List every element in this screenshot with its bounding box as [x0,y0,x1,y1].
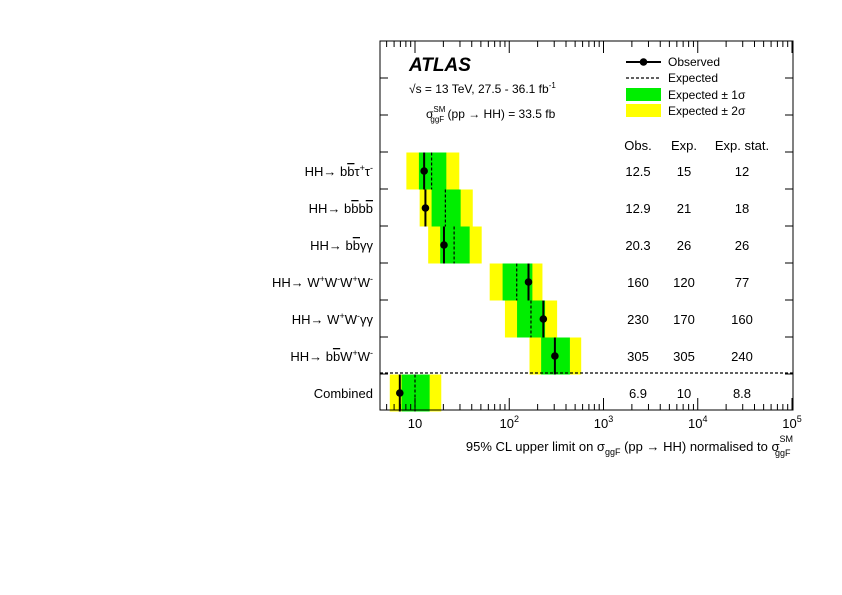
obs-value: 160 [627,275,649,290]
exp-value: 21 [677,201,691,216]
energy-lumi: √s = 13 TeV, 27.5 - 36.1 fb-1 [409,81,556,96]
table-header: Exp. stat. [715,138,769,153]
observed-marker [396,389,404,397]
legend-observed-label: Observed [668,55,720,69]
sm-cross-section: σSM ggF (pp → HH) = 33.5 fb [426,105,556,124]
exp-stat-value: 26 [735,238,749,253]
channel-label: HH→ bbbb [309,201,373,216]
obs-value: 12.9 [625,201,650,216]
exp-value: 15 [677,164,691,179]
exp-value: 120 [673,275,695,290]
channel-label: Combined [314,386,373,401]
x-tick-label: 105 [782,414,801,431]
x-tick-label: 10 [408,416,422,431]
exp-stat-value: 12 [735,164,749,179]
exp-stat-value: 160 [731,312,753,327]
channel-label: HH→ W+​W-​γγ [292,311,374,327]
observed-marker [539,315,548,323]
legend-band2-swatch [626,104,661,117]
observed-marker [551,352,559,360]
band-1sigma [431,189,461,227]
channel-label: HH→ W+​W-​W+​W-​ [272,274,373,290]
table-header: Exp. [671,138,697,153]
channel-label: HH→ bbγγ [310,238,373,253]
legend-band1-label: Expected ± 1σ [668,88,746,102]
observed-marker [440,241,448,249]
exp-value: 10 [677,386,691,401]
obs-value: 6.9 [629,386,647,401]
obs-value: 230 [627,312,649,327]
exp-stat-value: 18 [735,201,749,216]
obs-value: 20.3 [625,238,650,253]
exp-value: 305 [673,349,695,364]
exp-value: 170 [673,312,695,327]
obs-value: 305 [627,349,649,364]
observed-marker [421,204,430,212]
legend-band1-swatch [626,88,661,101]
x-axis-title: 95% CL upper limit on σggF (pp → HH) nor… [466,434,793,458]
legend-expected-label: Expected [668,71,718,85]
observed-marker [420,167,428,175]
x-tick-label: 104 [688,414,707,431]
x-tick-label: 102 [500,414,519,431]
observed-marker [524,278,533,286]
legend-observed-marker [639,58,648,66]
exp-stat-value: 240 [731,349,753,364]
exp-value: 26 [677,238,691,253]
channel-label: HH→ bbW+​W-​ [290,348,373,364]
legend-band2-label: Expected ± 2σ [668,104,746,118]
table-header: Obs. [624,138,651,153]
obs-value: 12.5 [625,164,650,179]
exp-stat-value: 8.8 [733,386,751,401]
x-tick-label: 103 [594,414,613,431]
atlas-brand: ATLAS [408,55,471,76]
channel-label: HH→ bbτ+​τ-​ [305,163,373,179]
exp-stat-value: 77 [735,275,749,290]
